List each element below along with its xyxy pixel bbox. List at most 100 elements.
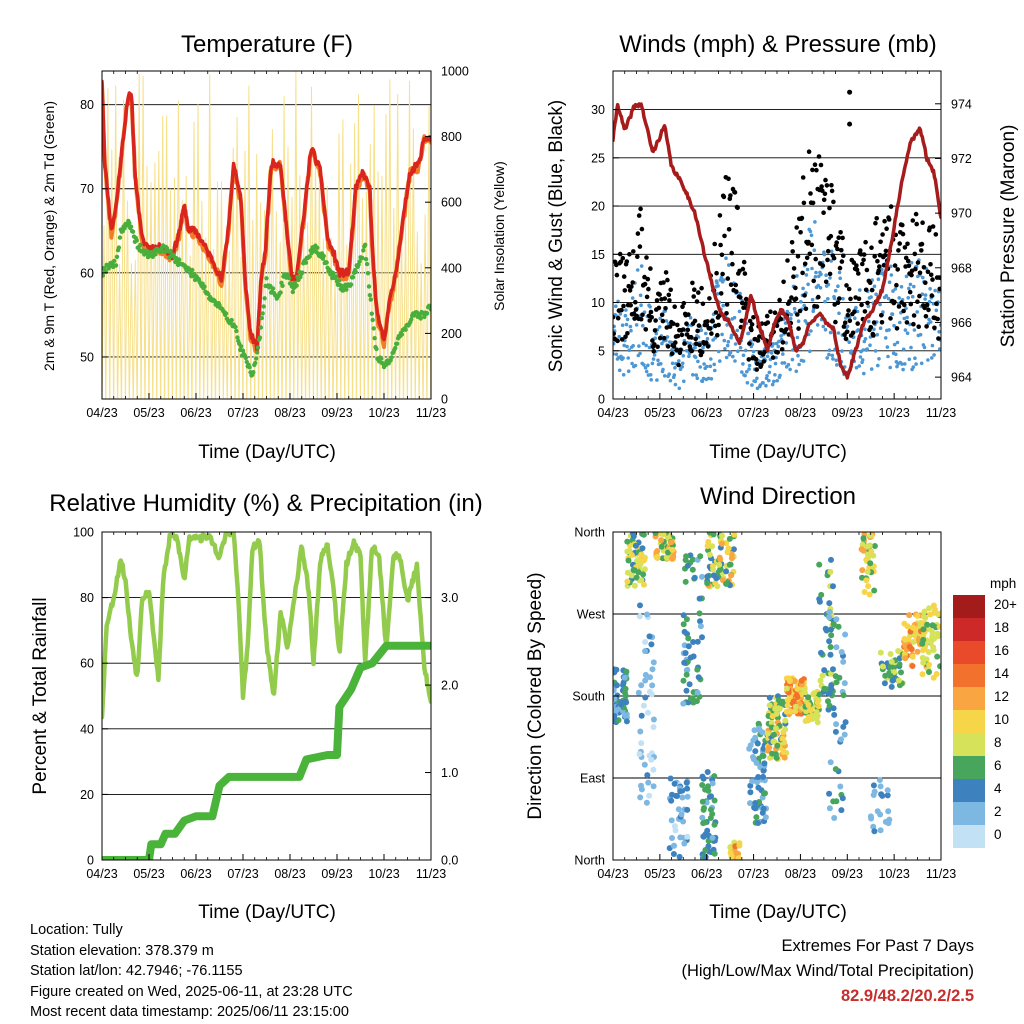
direction-point	[792, 708, 799, 715]
wind-point	[641, 341, 646, 346]
wind-point	[858, 288, 862, 292]
direction-point	[704, 543, 711, 549]
wind-point	[667, 372, 671, 377]
direction-point	[683, 687, 690, 694]
direction-point	[638, 551, 645, 558]
wind-point	[693, 355, 698, 360]
wind-point	[767, 378, 771, 383]
x-tick-label: 04/23	[597, 867, 628, 881]
winds-x-axis-label: Time (Day/UTC)	[709, 442, 847, 463]
gust-point	[685, 327, 691, 333]
direction-point	[772, 705, 779, 712]
direction-point	[684, 833, 691, 840]
direction-point	[930, 647, 937, 654]
legend-label: 8	[994, 735, 1002, 750]
wind-point	[901, 367, 905, 372]
wind-point	[637, 344, 641, 348]
direction-point	[649, 682, 656, 689]
wind-point	[927, 317, 931, 322]
direction-point	[630, 532, 636, 537]
gust-point	[666, 292, 672, 298]
dewpoint-point	[102, 273, 106, 278]
dewpoint-point	[116, 245, 122, 250]
gust-point	[730, 261, 735, 267]
wind-point	[836, 331, 841, 335]
wind-point	[810, 297, 815, 302]
direction-point	[753, 814, 760, 821]
gust-point	[692, 318, 698, 324]
direction-point	[624, 578, 631, 585]
wind-point	[709, 357, 713, 361]
direction-point	[676, 853, 683, 860]
y-tick-label: 60	[80, 657, 94, 671]
gust-point	[628, 303, 633, 308]
direction-point	[649, 666, 656, 673]
direction-point	[826, 690, 833, 697]
direction-point	[766, 702, 773, 709]
dewpoint-point	[331, 270, 336, 276]
direction-point	[613, 712, 618, 719]
gust-point	[633, 299, 638, 305]
wind-point	[635, 268, 640, 272]
direction-point	[827, 759, 834, 766]
direction-point	[624, 548, 631, 555]
direction-point	[643, 799, 650, 806]
gust-point	[665, 277, 670, 283]
gust-point	[635, 254, 640, 259]
gust-point	[835, 300, 841, 306]
wind-point	[654, 331, 659, 336]
gust-point	[828, 233, 834, 239]
dewpoint-point	[333, 274, 339, 279]
wind-point	[930, 356, 934, 360]
wind-point	[878, 302, 882, 307]
wind-point	[856, 328, 860, 332]
gust-point	[882, 218, 887, 224]
wind-point	[630, 296, 635, 300]
temperature-left-axis-label: 2m & 9m T (Red, Orange) & 2m Td (Green)	[41, 101, 57, 371]
gust-point	[653, 318, 658, 323]
direction-point	[839, 795, 846, 802]
dewpoint-point	[364, 261, 370, 267]
wind-point	[874, 292, 878, 297]
wind-point	[922, 345, 927, 350]
wind-point	[732, 315, 737, 320]
gust-point	[847, 318, 853, 324]
direction-point	[817, 677, 824, 684]
wind-point	[631, 344, 635, 348]
direction-point	[934, 653, 941, 660]
gust-point	[765, 320, 771, 325]
temperature-x-axis-label: Time (Day/UTC)	[198, 442, 336, 463]
gust-point	[753, 357, 759, 362]
direction-point	[859, 541, 866, 548]
direction-point	[728, 555, 735, 562]
gust-point	[811, 278, 816, 284]
gust-point	[864, 267, 870, 273]
x-tick-label: 07/23	[227, 867, 258, 881]
gust-point	[917, 293, 922, 299]
wind-point	[649, 378, 653, 382]
gust-point	[682, 341, 687, 346]
gust-point	[924, 324, 929, 329]
direction-point	[780, 748, 787, 755]
dewpoint-point	[369, 311, 374, 316]
gust-point	[681, 300, 687, 306]
gust-point	[874, 216, 879, 221]
direction-point	[644, 772, 651, 779]
gust-point	[721, 194, 727, 200]
direction-point	[867, 560, 874, 567]
wind-point	[680, 361, 685, 366]
wind-point	[722, 338, 727, 343]
legend-swatch	[953, 802, 985, 825]
gust-point	[762, 349, 767, 355]
gust-point	[728, 193, 733, 198]
direction-point	[669, 835, 675, 841]
gust-point	[798, 230, 803, 235]
direction-point	[640, 571, 647, 578]
gust-point	[860, 261, 865, 267]
direction-point	[670, 842, 677, 849]
wind-point	[753, 379, 758, 384]
legend-label: 6	[994, 758, 1002, 773]
gust-point	[660, 318, 666, 324]
gust-point	[861, 257, 866, 263]
gust-point	[657, 292, 662, 297]
